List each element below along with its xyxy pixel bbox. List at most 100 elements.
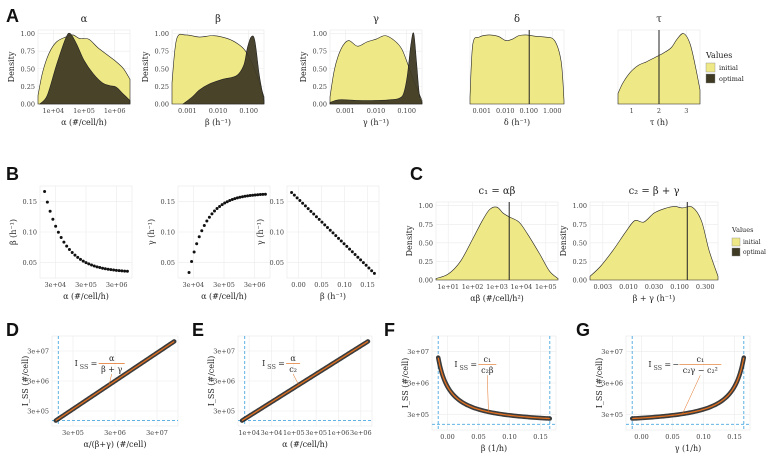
F-eq-den: c₂β <box>481 366 494 375</box>
F-eq-sub: SS <box>459 364 468 372</box>
A-gamma-x-tick: 0.100 <box>397 107 416 115</box>
B-beta-gamma-point <box>312 212 316 216</box>
C-c1-y-tick: 0.00 <box>419 277 433 285</box>
C-c2-x-tick: 0.003 <box>593 283 612 291</box>
A-delta-x-tick: 0.001 <box>472 107 491 115</box>
A-beta-title: β <box>215 14 221 25</box>
D-x-tick: 3e+07 <box>146 429 168 437</box>
B-beta-gamma-point <box>337 236 341 240</box>
B-alpha-beta-point <box>84 261 88 265</box>
D-fit-line <box>55 340 175 422</box>
C-c2-y-tick: 0.00 <box>573 277 587 285</box>
A-beta-y-tick: 0.25 <box>155 83 169 91</box>
C-c2-y-tick: 0.25 <box>573 258 587 266</box>
B-alpha-gamma-point <box>225 200 229 204</box>
B-beta-gamma-point <box>342 242 346 246</box>
B-alpha-beta-point <box>109 268 113 272</box>
B-beta-gamma-x-tick: 0.05 <box>314 281 328 289</box>
B-beta-gamma-y-label: γ (h⁻¹) <box>256 219 265 245</box>
E-x-tick: 3e+05 <box>305 429 327 437</box>
E-eq-num: α <box>290 354 296 363</box>
legend-c-optimal-label: optimal <box>743 249 766 256</box>
legend-c-initial-swatch <box>731 237 741 247</box>
F-x-tick: 0.05 <box>471 433 485 441</box>
B-alpha-gamma-point <box>246 194 250 198</box>
B-beta-gamma-point <box>306 207 310 211</box>
B-beta-gamma-point <box>364 263 368 267</box>
legend-a: Values initial optimal <box>705 51 744 84</box>
B-alpha-gamma-point <box>202 224 206 228</box>
A-alpha-y-label: Density <box>7 51 16 82</box>
panel-label-c: C <box>410 164 423 184</box>
B-beta-gamma-point <box>334 234 338 238</box>
D-x-label: α/(β+γ) (#/cell) <box>84 440 147 449</box>
A-beta-y-tick: 0.00 <box>155 101 169 109</box>
A-alpha-x-tick: 1e+05 <box>73 107 95 115</box>
C-c2-y-label: Density <box>559 225 568 256</box>
G-eq-equals: = <box>664 360 671 369</box>
B-alpha-gamma-point <box>200 229 204 233</box>
B-alpha-gamma-point <box>230 198 234 202</box>
B-beta-gamma-y-tick: 0.15 <box>270 198 284 206</box>
A-beta-x-tick: 0.100 <box>239 107 258 115</box>
A-alpha-title: α <box>81 14 88 25</box>
A-delta-x-tick: 0.100 <box>519 107 538 115</box>
F-y-tick: 3e+05 <box>407 411 429 419</box>
B-alpha-beta-y-tick: 0.10 <box>23 229 37 237</box>
B-alpha-beta-point <box>65 244 69 248</box>
B-beta-gamma-point <box>303 204 307 208</box>
G-eq-sub: SS <box>653 364 662 372</box>
E-x-tick: 3e+06 <box>350 429 372 437</box>
panel-label-g: G <box>576 320 590 340</box>
G-x-tick: 0.15 <box>727 433 741 441</box>
B-beta-gamma-y-tick: 0.10 <box>270 229 284 237</box>
F-x-label: β (1/h) <box>481 444 507 453</box>
B-alpha-gamma-point <box>248 194 252 198</box>
B-alpha-beta-x-tick: 3e+05 <box>75 281 97 289</box>
E-eq-den: c₂ <box>289 365 297 374</box>
B-alpha-beta-point <box>120 269 124 273</box>
B-alpha-gamma-point <box>212 209 216 213</box>
E-eq-equals: = <box>278 359 285 368</box>
E-eq-lhs: I <box>262 359 265 368</box>
B-beta-gamma-point <box>314 215 318 219</box>
legend-c: Values initial optimal <box>731 226 766 257</box>
A-alpha-y-tick: 0.75 <box>21 48 35 56</box>
B-alpha-gamma-x-tick: 3e+06 <box>244 281 266 289</box>
C-c1-y-tick: 0.50 <box>419 239 433 247</box>
B-alpha-gamma-x-tick: 3e+05 <box>213 281 235 289</box>
G-fit-line <box>632 357 745 420</box>
D-eq-den: β + γ <box>101 365 122 374</box>
D-eq-num: α <box>109 354 115 363</box>
F-y-tick: 3e+06 <box>407 380 429 388</box>
B-alpha-beta-point <box>73 253 77 257</box>
B-beta-gamma-point <box>370 269 374 273</box>
B-alpha-gamma-point <box>215 207 219 211</box>
B-alpha-beta-y-tick: 0.05 <box>23 259 37 267</box>
B-alpha-beta-point <box>78 257 82 261</box>
B-alpha-gamma-point <box>195 242 199 246</box>
E-eq-sub: SS <box>267 363 276 371</box>
C-c1-title: c₁ = αβ <box>479 186 516 197</box>
panel-label-b: B <box>6 164 19 184</box>
C-c2-x-tick: 0.100 <box>670 283 689 291</box>
C-c2-title: c₂ = β + γ <box>629 186 680 197</box>
E-x-tick: 1e+05 <box>283 429 305 437</box>
F-y-tick: 3e+07 <box>407 348 429 356</box>
B-alpha-beta-point <box>92 264 96 268</box>
B-beta-gamma-x-tick: 0.00 <box>291 281 305 289</box>
B-alpha-beta-point <box>43 190 47 194</box>
B-alpha-gamma-y-tick: 0.10 <box>161 229 175 237</box>
C-c1-x-tick: 1e+04 <box>511 283 533 291</box>
C-c2-x-tick: 0.010 <box>619 283 638 291</box>
C-c1-x-label: αβ (#/cell/h²) <box>470 294 524 303</box>
A-alpha-y-tick: 0.00 <box>21 101 35 109</box>
G-eq-neg: − <box>672 360 679 369</box>
B-beta-gamma-x-tick: 0.10 <box>337 281 351 289</box>
B-beta-gamma-point <box>323 223 327 227</box>
B-beta-gamma-point <box>350 250 354 254</box>
A-gamma-y-tick: 1.00 <box>313 30 327 38</box>
B-alpha-gamma-point <box>235 196 239 200</box>
B-beta-gamma-x-label: β (h⁻¹) <box>320 292 346 301</box>
B-beta-gamma-y-tick: 0.05 <box>270 259 284 267</box>
